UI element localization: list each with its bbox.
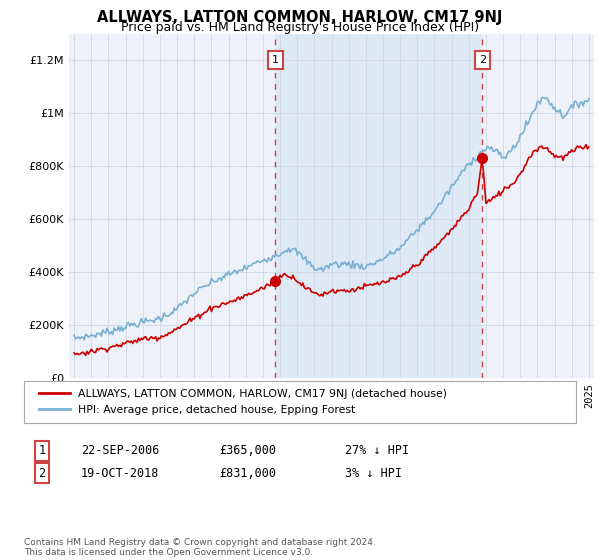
Text: 2: 2 — [38, 466, 46, 480]
Text: ALLWAYS, LATTON COMMON, HARLOW, CM17 9NJ: ALLWAYS, LATTON COMMON, HARLOW, CM17 9NJ — [97, 10, 503, 25]
Legend: ALLWAYS, LATTON COMMON, HARLOW, CM17 9NJ (detached house), HPI: Average price, d: ALLWAYS, LATTON COMMON, HARLOW, CM17 9NJ… — [35, 385, 452, 419]
Bar — [275, 34, 482, 378]
Text: 19-OCT-2018: 19-OCT-2018 — [81, 466, 160, 480]
Text: 3% ↓ HPI: 3% ↓ HPI — [345, 466, 402, 480]
Text: 2: 2 — [479, 55, 486, 65]
Text: Price paid vs. HM Land Registry's House Price Index (HPI): Price paid vs. HM Land Registry's House … — [121, 21, 479, 34]
Text: 27% ↓ HPI: 27% ↓ HPI — [345, 444, 409, 458]
Text: 1: 1 — [38, 444, 46, 458]
Text: Contains HM Land Registry data © Crown copyright and database right 2024.
This d: Contains HM Land Registry data © Crown c… — [24, 538, 376, 557]
Text: £365,000: £365,000 — [219, 444, 276, 458]
Text: £831,000: £831,000 — [219, 466, 276, 480]
Text: 22-SEP-2006: 22-SEP-2006 — [81, 444, 160, 458]
Text: 1: 1 — [272, 55, 279, 65]
